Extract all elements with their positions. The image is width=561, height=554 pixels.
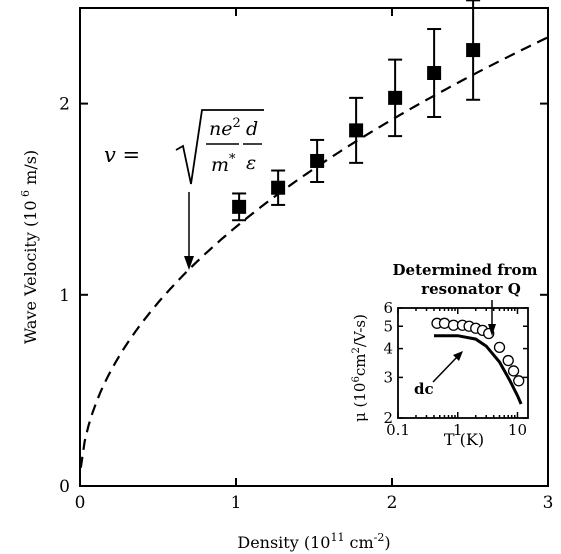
square-marker — [310, 153, 325, 168]
open-circle-marker — [507, 365, 520, 377]
data-point — [349, 96, 364, 164]
formula-frac2-num: d — [246, 118, 258, 140]
open-circle-marker — [493, 341, 506, 354]
y-tick-label: 0 — [59, 477, 70, 497]
open-circle-marker — [513, 375, 525, 387]
data-point — [466, 0, 481, 101]
main-plot-frame — [79, 7, 549, 487]
inset-y-tick-label: 4 — [383, 340, 393, 358]
x-tick-label: 1 — [231, 493, 242, 513]
inset-x-label: T (K) — [444, 430, 484, 449]
inset-x-tick-label: 10 — [508, 421, 527, 439]
data-point — [232, 192, 247, 222]
inset-y-tick-label: 5 — [383, 317, 393, 335]
inset-dc-curve — [434, 334, 523, 405]
main-tick-labels: 0 1 2 3 0 1 2 — [59, 95, 553, 513]
y-tick-label: 2 — [59, 95, 70, 115]
square-marker — [349, 123, 364, 138]
x-tick-label: 0 — [75, 493, 86, 513]
formula-num: ne2 — [209, 116, 241, 140]
formula-lhs: v = — [104, 143, 140, 167]
fit-curve — [79, 36, 549, 468]
square-marker — [388, 90, 403, 105]
square-marker — [232, 199, 247, 214]
square-marker — [466, 43, 481, 58]
formula-arrowhead — [184, 256, 194, 270]
dc-arrowhead — [453, 351, 463, 361]
inset-x-tick-label: 0.1 — [386, 421, 410, 439]
inset-y-tick-label: 2 — [383, 409, 393, 427]
main-data-points — [232, 0, 481, 222]
data-point — [388, 58, 403, 138]
inset-y-tick-label: 6 — [383, 299, 393, 317]
inset-y-tick-label: 3 — [383, 368, 393, 386]
inset: 0.1 1 10 2 3 4 56 T (K) μ (106cm2/V-s) Determi… — [351, 261, 538, 449]
formula-annotation: v = ne2 m* d ε — [104, 109, 264, 185]
inset-y-label: μ (106cm2/V-s) — [351, 314, 369, 422]
y-axis-label: Wave Velocity (10 6 m/s) — [19, 150, 40, 344]
data-point — [310, 138, 325, 183]
resonator-arrowhead — [488, 324, 496, 336]
square-marker — [427, 66, 442, 81]
main-tick-marks — [79, 8, 549, 487]
formula-frac2-den: ε — [246, 152, 256, 174]
data-point — [271, 169, 286, 206]
open-circle-marker — [438, 317, 451, 329]
y-tick-label: 1 — [59, 286, 70, 306]
x-axis-label: Density (1011 cm-2) — [237, 531, 390, 552]
open-circle-marker — [502, 354, 514, 367]
inset-x-tick-label: 1 — [453, 421, 463, 439]
inset-annotation-dc: dc — [414, 380, 434, 398]
formula-den: m* — [211, 152, 236, 176]
formula-radical — [175, 109, 264, 185]
x-tick-label: 2 — [387, 493, 398, 513]
inset-tick-marks — [397, 307, 528, 419]
x-tick-label: 3 — [543, 493, 554, 513]
data-point — [427, 28, 442, 118]
inset-tick-labels: 0.1 1 10 2 3 4 56 — [383, 299, 527, 439]
dc-arrow — [432, 355, 459, 383]
inset-annotation-resonator: Determined from resonator Q — [393, 261, 538, 298]
square-marker — [271, 180, 286, 195]
